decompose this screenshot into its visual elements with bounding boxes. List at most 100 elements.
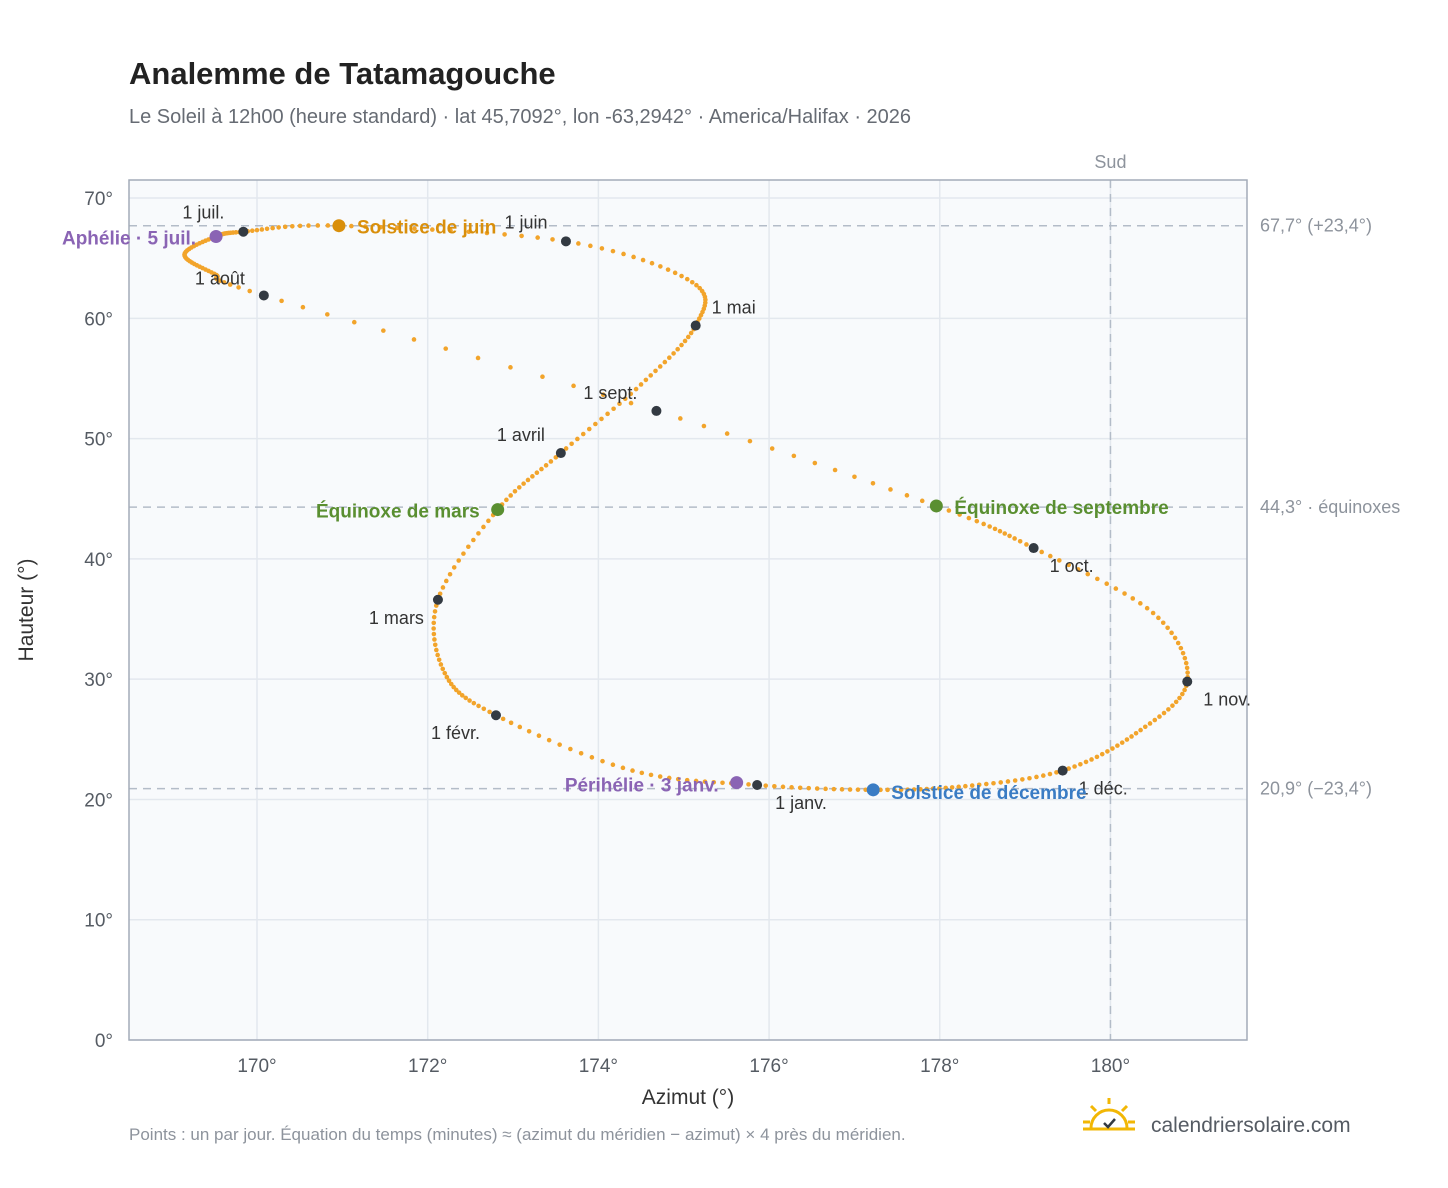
daily-sun-point: [351, 319, 357, 325]
daily-sun-point: [1005, 779, 1011, 784]
daily-sun-point: [976, 782, 982, 788]
month-label: 1 févr.: [431, 723, 480, 743]
daily-sun-point: [487, 709, 492, 715]
daily-sun-point: [797, 785, 803, 791]
sun-check-icon: [1083, 1098, 1135, 1131]
plot-area: [129, 180, 1247, 1040]
daily-sun-point: [991, 780, 996, 786]
month-label: 1 sept.: [583, 383, 637, 403]
daily-sun-point: [394, 225, 400, 231]
month-marker: [490, 710, 501, 721]
daily-sun-point: [431, 620, 437, 626]
daily-sun-point: [1173, 699, 1179, 705]
daily-sun-point: [1182, 687, 1187, 693]
daily-sun-point: [548, 459, 554, 464]
y-tick-label: 30°: [84, 670, 113, 691]
daily-sun-point: [823, 786, 828, 792]
daily-sun-point: [904, 493, 910, 498]
daily-sun-point: [937, 786, 942, 791]
daily-sun-point: [440, 666, 446, 672]
y-axis-ticks: 0° 10° 20° 30° 40° 50° 60° 70°: [84, 189, 113, 1052]
daily-sun-point: [481, 524, 486, 530]
daily-sun-point: [600, 758, 605, 764]
daily-sun-point: [1180, 691, 1185, 697]
month-marker: [258, 290, 269, 301]
y-tick-label: 60°: [84, 309, 113, 330]
month-marker: [238, 226, 249, 237]
month-marker: [555, 448, 566, 459]
daily-sun-point: [476, 531, 481, 536]
daily-sun-point: [806, 785, 812, 791]
x-tick-label: 172°: [408, 1056, 447, 1077]
daily-sun-point: [1160, 620, 1166, 626]
daily-sun-point: [769, 446, 775, 451]
plot-frame: [128, 179, 1248, 1041]
daily-sun-point: [459, 693, 465, 698]
daily-sun-point: [1178, 645, 1184, 651]
daily-sun-point: [249, 228, 255, 234]
daily-sun-point: [697, 285, 703, 291]
daily-sun-point: [1110, 746, 1115, 751]
daily-sun-point: [508, 720, 514, 726]
daily-sun-point: [1104, 581, 1110, 587]
daily-sun-point: [325, 223, 331, 228]
daily-sun-point: [789, 785, 794, 790]
y-tick-label: 0°: [95, 1031, 113, 1052]
daily-sun-point: [610, 248, 616, 254]
daily-sun-point: [1170, 703, 1175, 708]
daily-sun-point: [451, 565, 457, 570]
month-marker: [1182, 676, 1193, 687]
event-marker: [332, 219, 346, 233]
daily-sun-point: [512, 489, 518, 494]
daily-sun-point: [589, 755, 595, 760]
daily-sun-point: [1066, 562, 1071, 568]
daily-sun-point: [276, 225, 281, 230]
daily-sun-point: [1094, 754, 1100, 760]
daily-sun-point: [963, 783, 968, 789]
x-tick-label: 176°: [749, 1056, 788, 1077]
daily-sun-point: [438, 662, 444, 667]
daily-sun-point: [539, 466, 544, 472]
daily-sun-point: [682, 338, 688, 344]
daily-sun-point: [1182, 655, 1188, 661]
daily-sun-point: [486, 518, 491, 524]
y-tick-label: 10°: [84, 911, 113, 932]
daily-sun-point: [1124, 737, 1130, 742]
daily-sun-point: [693, 778, 699, 784]
daily-sun-point: [578, 750, 584, 756]
month-marker: [432, 594, 443, 605]
daily-sun-point: [984, 781, 989, 787]
daily-sun-point: [1002, 531, 1008, 536]
month-label: 1 juin: [504, 212, 547, 232]
daily-sun-point: [471, 537, 476, 543]
daily-sun-point: [519, 233, 524, 239]
daily-sun-point: [432, 637, 437, 642]
daily-sun-point: [571, 383, 576, 389]
daily-sun-point: [1130, 596, 1136, 601]
daily-sun-point: [701, 423, 707, 429]
month-label: 1 nov.: [1203, 690, 1251, 710]
daily-sun-point: [550, 237, 555, 242]
daily-sun-point: [412, 226, 417, 231]
x-axis-ticks: 170° 172° 174° 176° 178° 180°: [237, 1056, 1130, 1077]
daily-sun-point: [1138, 727, 1143, 733]
daily-sun-point: [525, 477, 531, 483]
daily-sun-point: [657, 774, 663, 779]
daily-sun-point: [1095, 576, 1100, 582]
daily-sun-point: [720, 780, 725, 786]
daily-sun-point: [1099, 751, 1105, 757]
daily-sun-point: [992, 526, 998, 532]
daily-sun-point: [1144, 605, 1150, 611]
daily-sun-point: [689, 279, 695, 285]
daily-sun-point: [466, 544, 471, 550]
daily-sun-point: [543, 463, 549, 468]
daily-sun-point: [504, 497, 509, 503]
daily-sun-point: [956, 784, 961, 790]
daily-sun-point: [306, 223, 311, 228]
daily-sun-point: [1185, 670, 1190, 675]
daily-sun-point: [540, 374, 545, 380]
daily-sun-point: [649, 260, 655, 266]
daily-sun-point: [747, 438, 753, 444]
daily-sun-point: [448, 681, 454, 687]
daily-sun-point: [546, 737, 552, 743]
